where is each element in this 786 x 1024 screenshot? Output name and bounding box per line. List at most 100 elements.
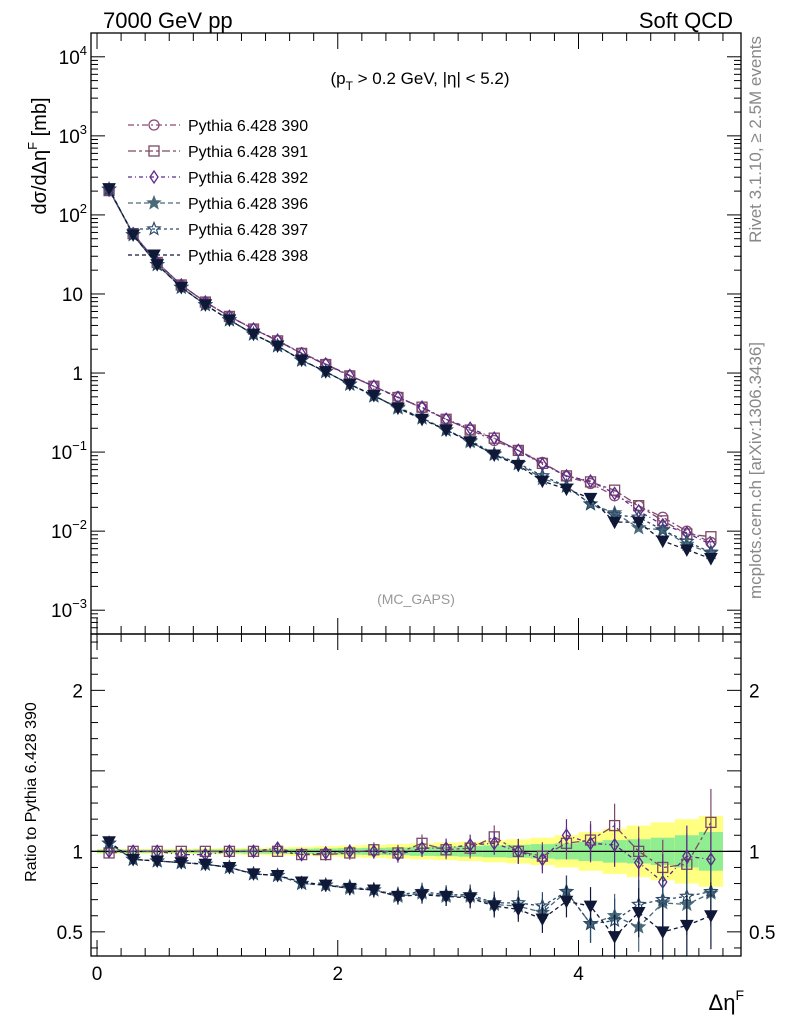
side-label-top: Rivet 3.1.10, ≥ 2.5M events xyxy=(746,36,765,243)
y-tick-label: 10−3 xyxy=(51,596,87,622)
data-point xyxy=(463,436,478,449)
data-point xyxy=(631,516,646,530)
series-pythia-6-428-396 xyxy=(101,181,719,560)
ratio-point xyxy=(318,879,333,893)
ratio-point xyxy=(198,858,213,872)
series-pythia-6-428-398 xyxy=(102,183,718,566)
ratio-point xyxy=(679,919,694,933)
ratio-point xyxy=(631,907,646,920)
ratio-point xyxy=(150,855,165,869)
ratio-point xyxy=(559,895,574,909)
y-tick-label: 102 xyxy=(59,201,87,227)
legend-label: Pythia 6.428 390 xyxy=(188,118,308,135)
data-point xyxy=(439,424,453,438)
ratio-point xyxy=(417,840,427,856)
ratio-panel: 0.5 0.5 1 1 2 2 0 2 4 xyxy=(57,33,775,985)
ratio-point xyxy=(487,900,502,914)
ratio-point xyxy=(655,926,670,939)
ratio-frame xyxy=(90,633,742,957)
data-point xyxy=(606,504,623,520)
legend-marker xyxy=(149,169,159,185)
x-tick-label: 2 xyxy=(332,964,343,985)
series-line xyxy=(108,188,712,560)
ratio-y-tick-label: 1 xyxy=(72,842,83,863)
y-tick-label: 104 xyxy=(59,43,87,69)
data-point xyxy=(535,475,550,489)
ratio-point xyxy=(537,852,548,867)
y-tick-label: 10−1 xyxy=(51,438,87,464)
legend: Pythia 6.428 390 Pythia 6.428 391 Pythia 6… xyxy=(128,118,308,265)
y-tick-label: 1 xyxy=(72,364,83,385)
data-point xyxy=(511,459,526,473)
ratio-point xyxy=(393,847,403,862)
data-point xyxy=(609,486,620,501)
data-point xyxy=(679,533,695,549)
data-point xyxy=(342,378,357,392)
series-line xyxy=(108,189,712,554)
ratio-point xyxy=(222,861,237,875)
ratio-point xyxy=(391,890,405,904)
ratio-point xyxy=(294,876,309,889)
ratio-series-pythia-6-428-398 xyxy=(102,836,718,960)
ratio-point xyxy=(102,836,116,849)
data-point xyxy=(198,299,213,312)
y-tick-label: 10 xyxy=(62,285,83,306)
side-label-bottom: mcplots.cern.ch [arXiv:1306.3436] xyxy=(746,342,765,599)
ratio-point xyxy=(463,892,478,906)
legend-label: Pythia 6.428 397 xyxy=(188,222,308,239)
ratio-point xyxy=(535,913,550,927)
legend-entry: Pythia 6.428 397 xyxy=(128,220,308,239)
data-point xyxy=(126,229,140,242)
ratio-point xyxy=(342,882,357,896)
ratio-point xyxy=(582,915,599,931)
ratio-line xyxy=(109,822,712,869)
legend-label: Pythia 6.428 396 xyxy=(188,196,308,213)
main-annotation: (pT > 0.2 GeV, |η| < 5.2) xyxy=(330,69,509,93)
data-point xyxy=(246,328,261,342)
data-point xyxy=(655,521,671,537)
ratio-y-tick-label-right: 1 xyxy=(749,842,760,863)
ratio-point xyxy=(633,855,644,870)
ratio-point xyxy=(104,844,114,859)
data-point xyxy=(150,259,165,272)
ratio-point xyxy=(224,844,235,859)
series-pythia-6-428-391 xyxy=(103,184,717,543)
header-right: Soft QCD xyxy=(639,8,733,33)
data-point xyxy=(655,535,670,549)
x-tick-label: 0 xyxy=(92,964,103,985)
data-point xyxy=(679,544,694,557)
main-panel: 10−3 10−2 10−1 1 10 102 103 104 xyxy=(51,32,742,635)
data-point xyxy=(607,516,622,530)
series-line xyxy=(108,190,711,538)
ratio-y-tick-label: 2 xyxy=(72,681,83,702)
data-point xyxy=(487,449,502,462)
legend-entry: Pythia 6.428 398 xyxy=(128,248,308,265)
ratio-y-axis-label: Ratio to Pythia 6.428 390 xyxy=(23,702,40,882)
legend-marker xyxy=(146,194,162,210)
ratio-y-tick-label-right: 0.5 xyxy=(749,923,775,944)
ratio-point xyxy=(489,836,500,851)
data-point xyxy=(318,366,333,379)
legend-label: Pythia 6.428 398 xyxy=(188,248,308,265)
ratio-point xyxy=(248,844,259,859)
data-point xyxy=(559,483,574,497)
ratio-point xyxy=(655,891,671,907)
data-point xyxy=(174,281,189,295)
legend-marker xyxy=(148,119,160,131)
ratio-point xyxy=(704,910,718,923)
ratio-point xyxy=(174,857,189,870)
data-point xyxy=(705,531,717,543)
ratio-point xyxy=(367,884,381,898)
ratio-point xyxy=(561,828,572,843)
x-axis-label: ΔηF xyxy=(709,987,745,1015)
data-point xyxy=(415,413,429,427)
ratio-point xyxy=(320,845,331,861)
ratio-point xyxy=(583,900,598,914)
y-tick-label: 10−2 xyxy=(51,517,87,543)
legend-entry: Pythia 6.428 391 xyxy=(128,144,308,161)
legend-label: Pythia 6.428 391 xyxy=(188,144,308,161)
ratio-y-tick-label: 0.5 xyxy=(57,923,83,944)
legend-marker xyxy=(147,249,161,263)
data-point xyxy=(102,183,116,196)
